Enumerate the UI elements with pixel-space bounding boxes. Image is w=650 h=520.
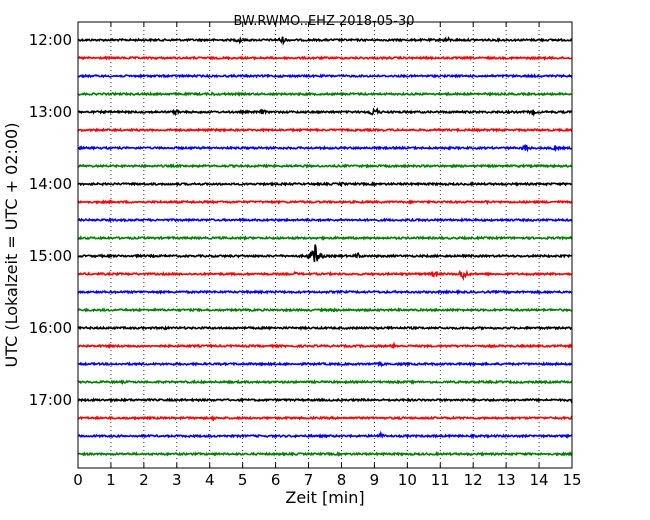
- x-axis-label: Zeit [min]: [285, 488, 364, 507]
- x-tick-label: 7: [304, 471, 314, 489]
- seismogram-trace: [77, 180, 573, 188]
- seismogram-trace: [77, 430, 573, 439]
- seismogram-trace: [77, 307, 573, 313]
- x-tick-label: 12: [464, 471, 483, 489]
- x-tick-label: 1: [106, 471, 116, 489]
- x-tick-label: 0: [73, 471, 83, 489]
- seismogram-trace: [77, 91, 573, 97]
- y-tick-label: 14:00: [29, 175, 72, 193]
- seismogram-trace: [77, 414, 573, 422]
- x-tick-label: 8: [337, 471, 347, 489]
- x-tick-label: 6: [271, 471, 281, 489]
- seismogram-trace: [77, 397, 573, 404]
- x-tick-label: 14: [530, 471, 549, 489]
- y-axis: 12:00 13:00 14:00 15:00 16:00 17:00: [29, 31, 83, 409]
- seismogram-trace: [77, 73, 573, 79]
- x-tick-label: 5: [238, 471, 248, 489]
- y-tick-label: 13:00: [29, 103, 72, 121]
- seismogram-trace: [77, 269, 573, 282]
- y-tick-label: 17:00: [29, 391, 72, 409]
- y-tick-label: 16:00: [29, 319, 72, 337]
- seismogram-trace: [77, 360, 573, 368]
- y-tick-label: 12:00: [29, 31, 72, 49]
- x-axis: 0 1 2 3 4 5 6 7 8 9 10 11 12 13 14 15: [73, 22, 582, 489]
- seismogram-trace: [77, 341, 573, 349]
- x-tick-label: 3: [172, 471, 182, 489]
- y-tick-label: 15:00: [29, 247, 72, 265]
- seismogram-trace: [77, 36, 573, 46]
- seismogram-trace: [77, 244, 573, 262]
- y-axis-label: UTC (Lokalzeit = UTC + 02:00): [2, 123, 21, 368]
- x-tick-label: 13: [497, 471, 516, 489]
- seismogram-trace: [77, 217, 573, 223]
- seismogram-trace: [77, 325, 573, 331]
- x-tick-label: 11: [431, 471, 450, 489]
- seismogram-trace: [77, 55, 573, 61]
- x-tick-label: 9: [370, 471, 380, 489]
- plot-frame: [77, 21, 573, 469]
- seismogram-trace: [77, 199, 573, 206]
- seismogram-trace: [77, 143, 573, 153]
- seismogram-trace: [77, 235, 573, 241]
- seismogram-trace: [77, 107, 573, 118]
- seismogram-trace: [77, 127, 573, 133]
- x-tick-label: 2: [139, 471, 149, 489]
- seismogram-trace: [77, 451, 573, 457]
- x-tick-label: 15: [562, 471, 581, 489]
- x-tick-label: 10: [398, 471, 417, 489]
- seismogram-trace: [77, 163, 573, 169]
- seismogram-trace: [77, 379, 573, 385]
- seismogram-trace: [77, 289, 573, 296]
- trace-group: [77, 36, 573, 457]
- x-tick-label: 4: [205, 471, 215, 489]
